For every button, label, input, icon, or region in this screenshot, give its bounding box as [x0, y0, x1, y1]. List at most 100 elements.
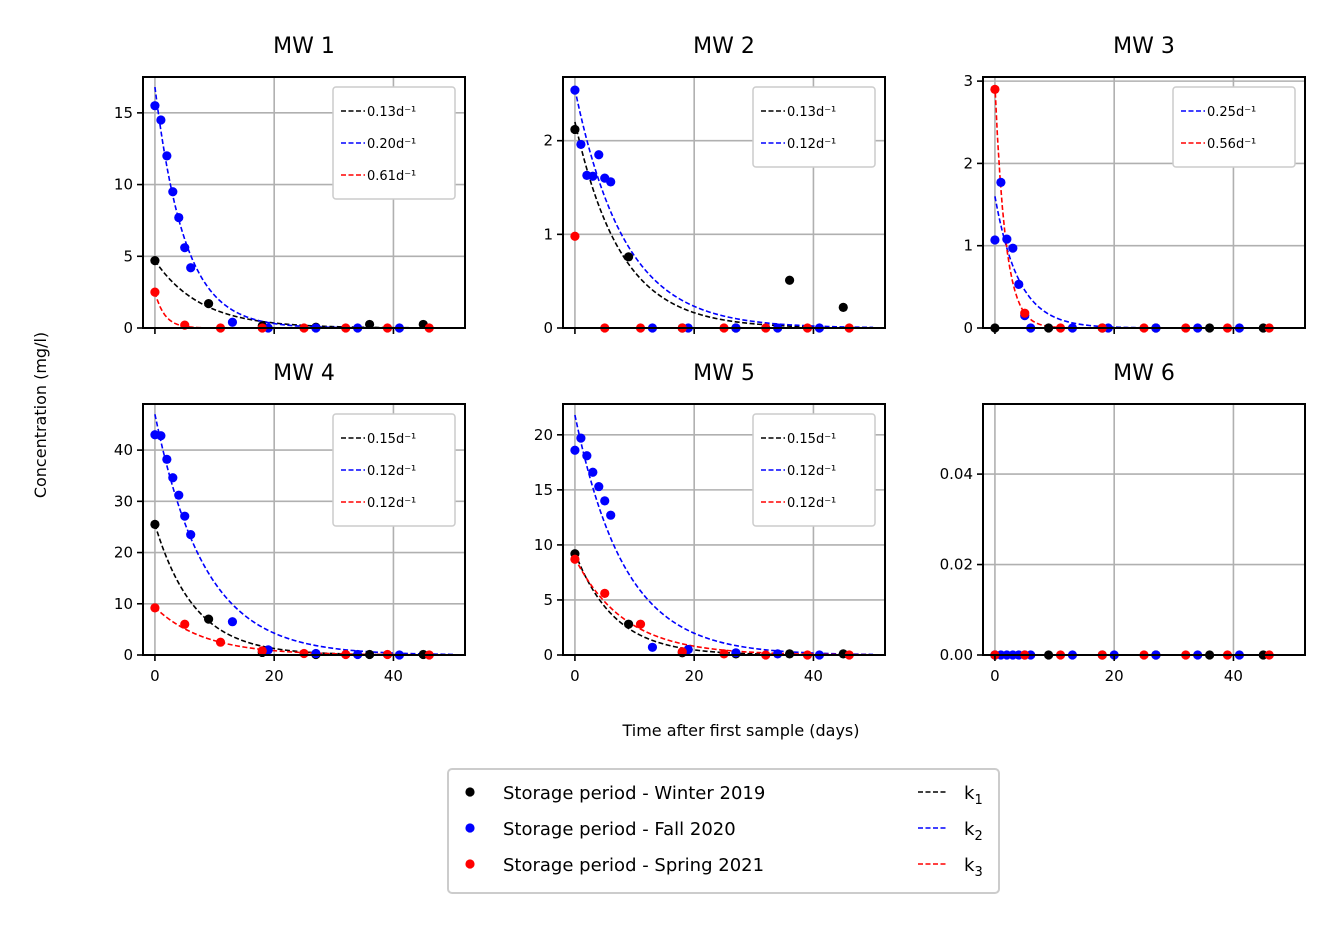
x-tick-label: 20 [1105, 667, 1124, 685]
data-point [606, 177, 616, 187]
data-point [168, 187, 178, 197]
panel-legend: 0.15d⁻¹ 0.12d⁻¹ 0.12d⁻¹ [332, 413, 456, 527]
y-tick-label: 15 [114, 104, 133, 122]
y-tick-label: 3 [963, 72, 973, 90]
data-point [257, 646, 267, 656]
data-point [996, 177, 1006, 187]
data-point [588, 171, 598, 181]
panel-legend-frame [752, 86, 876, 168]
y-tick-label: 10 [114, 595, 133, 613]
panel-frame [982, 403, 1306, 656]
y-tick-label: 0 [543, 646, 553, 664]
y-tick-label: 20 [114, 544, 133, 562]
panel-frame [562, 76, 886, 329]
y-tick-label: 0.02 [940, 556, 973, 574]
y-tick-label: 20 [534, 426, 553, 444]
data-point [311, 648, 321, 659]
y-tick-label: 0.00 [940, 646, 973, 664]
panel-legend-frame [332, 86, 456, 200]
x-tick-label: 20 [685, 667, 704, 685]
fit-curve [154, 291, 454, 328]
y-tick-label: 10 [114, 176, 133, 194]
x-tick-label: 40 [804, 667, 823, 685]
data-point [784, 649, 795, 659]
legend-line-label: k2 [964, 819, 983, 844]
data-point [1014, 279, 1024, 289]
legend-line-label: k1 [964, 783, 983, 808]
panel-2: MW 2 0 1 2 0.13d⁻¹ 0.12d⁻¹ [543, 34, 886, 337]
data-point [588, 467, 598, 477]
panel-legend-label: 0.25d⁻¹ [1207, 105, 1256, 120]
data-point [1020, 308, 1030, 318]
fit-curve [154, 606, 454, 655]
panel-title: MW 3 [1113, 34, 1175, 59]
data-point [570, 231, 580, 241]
panel-legend-label: 0.13d⁻¹ [787, 105, 836, 120]
data-point [594, 150, 604, 160]
data-point [174, 212, 184, 223]
panel-title: MW 2 [693, 34, 755, 59]
data-point [606, 510, 616, 520]
y-tick-label: 5 [543, 591, 553, 609]
legend-marker [465, 859, 475, 869]
panel-legend-label: 0.13d⁻¹ [367, 105, 416, 120]
data-point [180, 619, 190, 629]
fit-curve [994, 196, 1294, 328]
data-point [150, 101, 160, 111]
fit-curve [574, 552, 874, 655]
legend-line-label: k3 [964, 855, 983, 880]
data-point [600, 588, 610, 598]
data-point [570, 85, 580, 95]
data-point [635, 619, 646, 629]
data-point [570, 445, 580, 455]
data-point [150, 603, 160, 613]
data-point [570, 124, 580, 135]
data-point [364, 319, 375, 330]
data-point [576, 433, 586, 443]
panel-frame [142, 403, 466, 656]
y-axis-label: Concentration (mg/l) [31, 332, 50, 498]
data-point [576, 139, 586, 150]
data-point [647, 642, 658, 652]
y-tick-label: 2 [963, 154, 973, 172]
main-legend: Storage period - Winter 2019 Storage peri… [447, 768, 1000, 894]
data-point [600, 496, 610, 506]
panel-title: MW 5 [693, 361, 755, 386]
panel-frame [142, 76, 466, 329]
data-points [570, 85, 854, 333]
panel-5: MW 5 0 20 40 0 5 10 15 20 0.15d⁻¹ 0.12d⁻¹ 0.12d⁻¹ [534, 361, 886, 685]
fit-curve [574, 414, 874, 655]
panel-6: MW 6 0 20 40 0.00 0.02 0.04 [940, 361, 1306, 685]
data-point [150, 287, 160, 297]
legend-marker-label: Storage period - Spring 2021 [503, 855, 764, 876]
panel-title: MW 4 [273, 361, 335, 386]
x-tick-label: 40 [1224, 667, 1243, 685]
panel-legend-label: 0.61d⁻¹ [367, 169, 416, 184]
legend-marker-label: Storage period - Winter 2019 [503, 783, 765, 804]
data-point [594, 481, 604, 492]
data-point [582, 451, 592, 461]
panel-legend: 0.15d⁻¹ 0.12d⁻¹ 0.12d⁻¹ [752, 413, 876, 527]
x-tick-label: 20 [265, 667, 284, 685]
y-tick-label: 10 [534, 536, 553, 554]
data-point [174, 490, 184, 500]
y-tick-label: 0 [543, 319, 553, 337]
data-point [990, 84, 1000, 94]
panel-legend: 0.13d⁻¹ 0.12d⁻¹ [752, 86, 876, 168]
data-point [623, 619, 634, 629]
y-tick-label: 1 [543, 225, 553, 243]
x-tick-label: 0 [990, 667, 1000, 685]
data-point [186, 263, 196, 273]
data-point [570, 554, 580, 564]
panel-3: MW 3 0 1 2 3 0.25d⁻¹ 0.56d⁻¹ [963, 34, 1306, 337]
panel-legend-label: 0.12d⁻¹ [367, 496, 416, 511]
data-point [299, 648, 309, 659]
y-tick-label: 5 [123, 247, 133, 265]
data-point [1008, 243, 1018, 253]
data-point [186, 530, 196, 540]
data-point [203, 299, 214, 309]
panel-legend: 0.25d⁻¹ 0.56d⁻¹ [1172, 86, 1296, 168]
panel-frame [982, 76, 1306, 329]
